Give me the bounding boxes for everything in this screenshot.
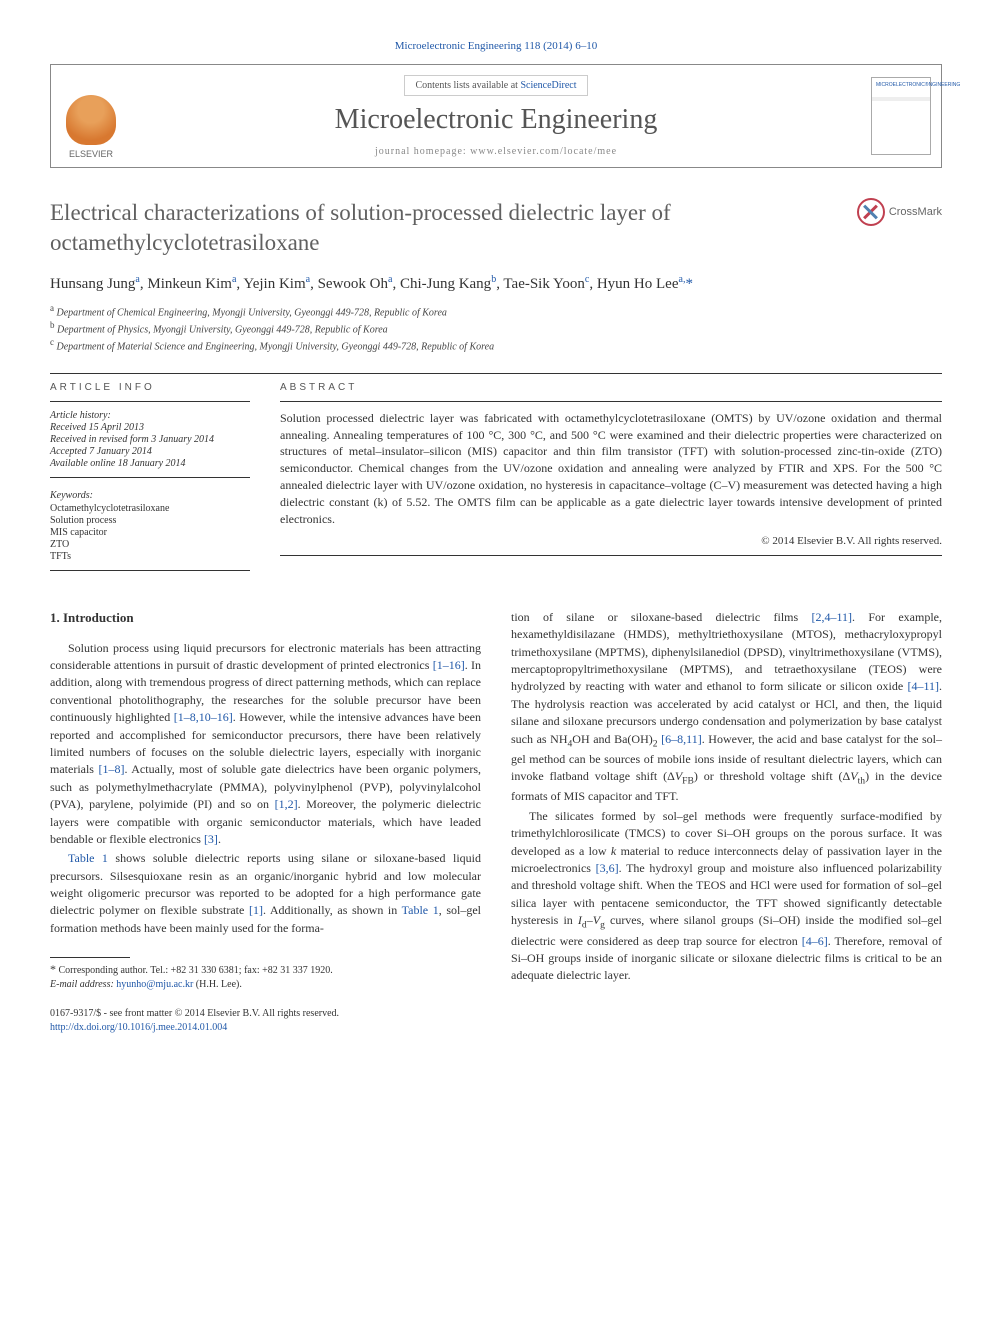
section-heading: 1. Introduction [50, 609, 481, 628]
asterisk-icon: * [50, 962, 56, 976]
separator [280, 401, 942, 402]
article-title: Electrical characterizations of solution… [50, 198, 857, 258]
article-history: Article history: Received 15 April 2013R… [50, 410, 250, 469]
issn-line: 0167-9317/$ - see front matter © 2014 El… [50, 1007, 481, 1022]
keywords-list: OctamethylcyclotetrasiloxaneSolution pro… [50, 503, 250, 562]
footer: 0167-9317/$ - see front matter © 2014 El… [50, 1007, 481, 1036]
separator [50, 570, 250, 571]
affiliation: b Department of Physics, Myongji Univers… [50, 320, 942, 335]
crossmark-badge[interactable]: CrossMark [857, 198, 942, 226]
history-label: Article history: [50, 410, 250, 421]
keyword: ZTO [50, 539, 250, 550]
abstract: ABSTRACT Solution processed dielectric l… [280, 382, 942, 579]
crossmark-icon [857, 198, 885, 226]
body-paragraph: tion of silane or siloxane-based dielect… [511, 609, 942, 806]
keyword: MIS capacitor [50, 527, 250, 538]
contents-prefix: Contents lists available at [415, 80, 520, 91]
abstract-copyright: © 2014 Elsevier B.V. All rights reserved… [280, 535, 942, 547]
crossmark-label: CrossMark [889, 206, 942, 218]
header-center: Contents lists available at ScienceDirec… [131, 65, 861, 167]
body-paragraph: Table 1 shows soluble dielectric reports… [50, 850, 481, 937]
email-name: (H.H. Lee). [196, 979, 242, 990]
corresponding-text: Corresponding author. Tel.: +82 31 330 6… [59, 965, 333, 976]
article-info: ARTICLE INFO Article history: Received 1… [50, 382, 250, 579]
separator [50, 401, 250, 402]
history-item: Received 15 April 2013 [50, 422, 250, 433]
affiliation: a Department of Chemical Engineering, My… [50, 303, 942, 318]
sciencedirect-link[interactable]: ScienceDirect [520, 80, 576, 91]
doi-link[interactable]: http://dx.doi.org/10.1016/j.mee.2014.01.… [50, 1022, 227, 1033]
history-item: Available online 18 January 2014 [50, 458, 250, 469]
body-text: 1. Introduction Solution process using l… [50, 609, 942, 1036]
journal-reference: Microelectronic Engineering 118 (2014) 6… [50, 40, 942, 52]
authors-list: Hunsang Junga, Minkeun Kima, Yejin Kima,… [50, 274, 942, 293]
column-right: tion of silane or siloxane-based dielect… [511, 609, 942, 1036]
journal-cover-icon [871, 77, 931, 155]
history-item: Accepted 7 January 2014 [50, 446, 250, 457]
journal-homepage: journal homepage: www.elsevier.com/locat… [151, 146, 841, 157]
abstract-text: Solution processed dielectric layer was … [280, 410, 942, 528]
email-label: E-mail address: [50, 979, 114, 990]
homepage-label: journal homepage: [375, 146, 470, 157]
history-item: Received in revised form 3 January 2014 [50, 434, 250, 445]
column-left: 1. Introduction Solution process using l… [50, 609, 481, 1036]
separator [50, 373, 942, 374]
body-paragraph: The silicates formed by sol–gel methods … [511, 808, 942, 985]
keyword: Octamethylcyclotetrasiloxane [50, 503, 250, 514]
elsevier-tree-icon [66, 95, 116, 145]
separator [50, 477, 250, 478]
affiliations: a Department of Chemical Engineering, My… [50, 303, 942, 353]
email-link[interactable]: hyunho@mju.ac.kr [116, 979, 193, 990]
keyword: TFTs [50, 551, 250, 562]
publisher-logo-block: ELSEVIER [51, 65, 131, 167]
publisher-name: ELSEVIER [69, 149, 113, 159]
corresponding-footnote: * Corresponding author. Tel.: +82 31 330… [50, 962, 481, 991]
keyword: Solution process [50, 515, 250, 526]
separator [280, 555, 942, 556]
contents-list-line: Contents lists available at ScienceDirec… [404, 75, 587, 96]
cover-thumbnail-block [861, 65, 941, 167]
footnote-separator [50, 957, 130, 958]
journal-header: ELSEVIER Contents lists available at Sci… [50, 64, 942, 168]
abstract-label: ABSTRACT [280, 382, 942, 393]
journal-title: Microelectronic Engineering [151, 104, 841, 136]
body-paragraph: Solution process using liquid precursors… [50, 640, 481, 849]
homepage-link[interactable]: www.elsevier.com/locate/mee [470, 146, 617, 157]
article-info-label: ARTICLE INFO [50, 382, 250, 393]
keywords-label: Keywords: [50, 490, 250, 501]
affiliation: c Department of Material Science and Eng… [50, 337, 942, 352]
